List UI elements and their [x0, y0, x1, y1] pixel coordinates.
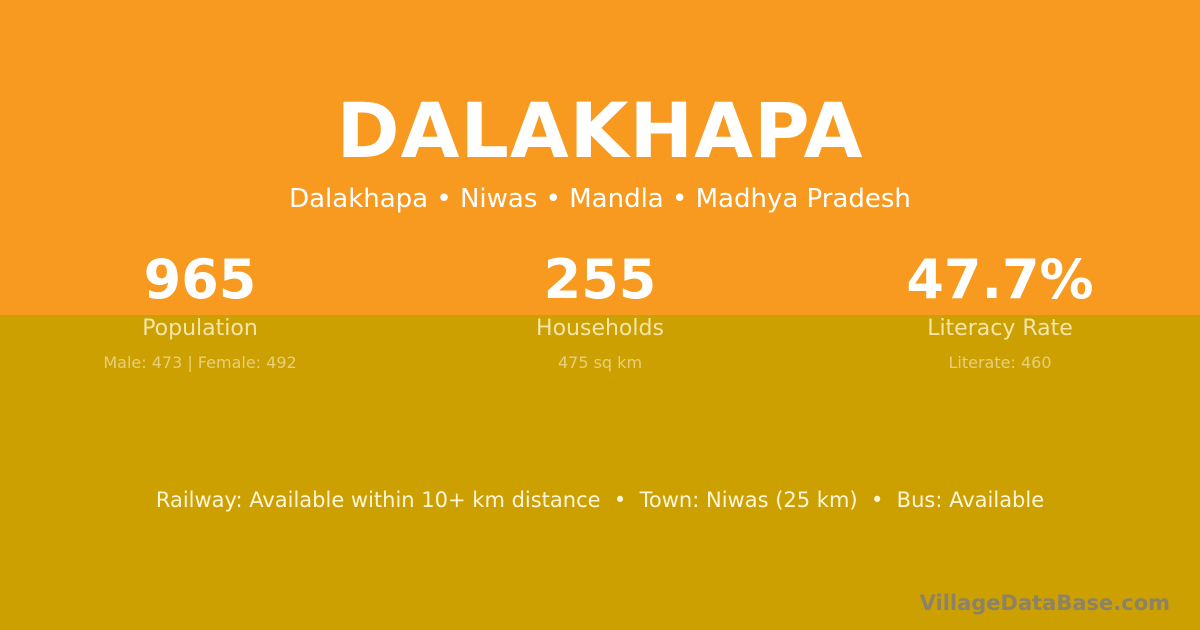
- stat-label: Literacy Rate: [927, 316, 1073, 341]
- stat-detail: Literate: 460: [948, 353, 1052, 372]
- amenities-line: Railway: Available within 10+ km distanc…: [155, 488, 1045, 512]
- stat-literacy: 47.7% Literacy Rate Literate: 460: [800, 248, 1200, 374]
- header-band: [0, 0, 1200, 315]
- stat-label: Population: [142, 316, 258, 341]
- village-title: DALAKHAPA: [336, 86, 864, 175]
- location-breadcrumb: Dalakhapa • Niwas • Mandla • Madhya Prad…: [289, 184, 911, 214]
- stat-households: 255 Households 475 sq km: [400, 248, 800, 374]
- content-band: [0, 315, 1200, 630]
- stat-detail: 475 sq km: [557, 353, 643, 372]
- stat-population: 965 Population Male: 473 | Female: 492: [0, 248, 400, 374]
- brand-watermark: VillageDataBase.com: [919, 591, 1170, 615]
- stat-value: 255: [543, 248, 657, 311]
- stat-label: Households: [536, 316, 664, 341]
- stat-value: 47.7%: [906, 248, 1094, 311]
- stat-detail: Male: 473 | Female: 492: [103, 353, 297, 372]
- stat-value: 965: [143, 248, 257, 311]
